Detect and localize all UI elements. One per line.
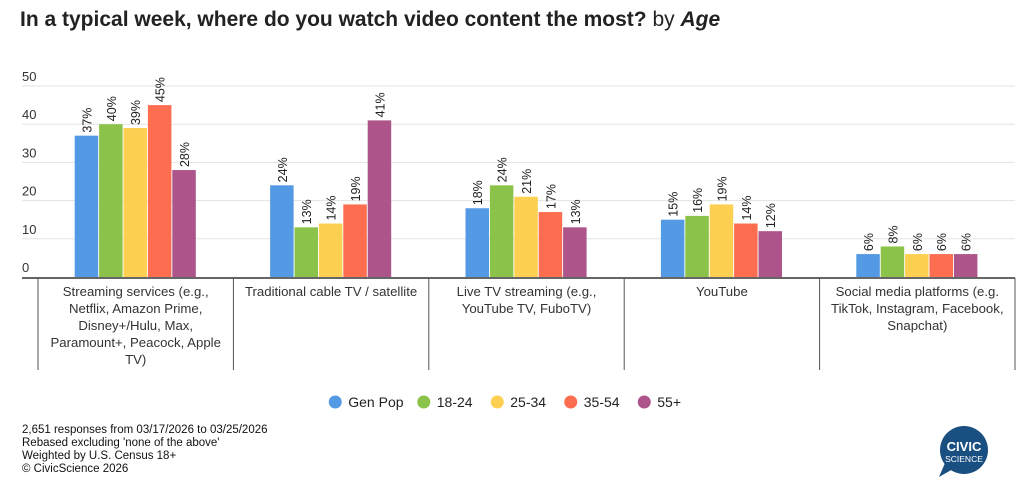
bar-25-34	[123, 128, 147, 277]
bar-35-54	[147, 105, 172, 277]
legend-label: 25-34	[510, 394, 546, 410]
logo-line2: SCIENCE	[945, 454, 983, 464]
footer-line: Weighted by U.S. Census 18+	[22, 450, 177, 462]
data-label: 28%	[178, 142, 192, 167]
bar-18-24	[294, 227, 318, 277]
y-tick-label: 30	[22, 145, 36, 160]
legend-marker	[328, 395, 342, 409]
footer-line: Rebased excluding 'none of the above'	[22, 437, 220, 449]
bar-gen-pop	[660, 219, 685, 277]
data-label: 6%	[960, 233, 974, 251]
data-label: 8%	[886, 225, 900, 243]
bar-gen-pop	[74, 135, 99, 277]
bar-18-24	[489, 185, 514, 277]
x-category-label: Snapchat)	[887, 318, 947, 333]
bar-55-	[367, 120, 392, 277]
bar-55-	[758, 231, 782, 277]
bar-25-34	[905, 254, 929, 277]
bar-gen-pop	[465, 208, 489, 277]
footer-line: 2,651 responses from 03/17/2026 to 03/25…	[22, 424, 268, 436]
x-category-label: Traditional cable TV / satellite	[245, 284, 417, 299]
title-main: In a typical week, where do you watch vi…	[20, 8, 647, 31]
bar-35-54	[734, 223, 758, 277]
bar-55-	[563, 227, 587, 277]
y-tick-label: 0	[22, 260, 29, 275]
bar-25-34	[318, 223, 343, 277]
data-label: 6%	[935, 233, 949, 251]
bar-55-	[172, 170, 196, 277]
data-label: 41%	[373, 92, 387, 117]
bar-18-24	[685, 215, 709, 277]
data-label: 24%	[496, 157, 510, 182]
bar-18-24	[99, 124, 123, 277]
title-group: Age	[680, 8, 721, 31]
data-label: 19%	[715, 176, 729, 201]
bar-18-24	[880, 246, 905, 277]
y-tick-label: 50	[22, 69, 36, 84]
legend-marker	[490, 395, 504, 409]
data-label: 24%	[276, 157, 290, 182]
bar-25-34	[709, 204, 734, 277]
x-category-label: YouTube	[696, 284, 748, 299]
x-category-label: TikTok, Instagram, Facebook,	[831, 301, 1003, 316]
footer-notes: 2,651 responses from 03/17/2026 to 03/25…	[22, 424, 268, 476]
bar-gen-pop	[270, 185, 294, 277]
legend-label: 18-24	[437, 394, 473, 410]
data-label: 6%	[862, 233, 876, 251]
data-label: 40%	[105, 96, 119, 121]
bar-gen-pop	[856, 254, 880, 277]
x-category-label: Streaming services (e.g.,	[63, 284, 209, 299]
x-category-label: Netflix, Amazon Prime,	[69, 301, 202, 316]
legend-label: 55+	[657, 394, 681, 410]
data-label: 18%	[471, 180, 485, 205]
y-tick-label: 10	[22, 222, 36, 237]
x-category-label: Disney+/Hulu, Max,	[78, 318, 193, 333]
y-tick-label: 40	[22, 107, 36, 122]
data-label: 37%	[80, 108, 94, 133]
data-label: 16%	[691, 188, 705, 213]
data-label: 12%	[764, 203, 778, 228]
data-label: 21%	[520, 169, 534, 194]
x-category-label: YouTube TV, FuboTV)	[462, 301, 592, 316]
bar-55-	[953, 254, 978, 277]
data-label: 39%	[129, 100, 143, 125]
data-label: 15%	[667, 192, 681, 217]
x-category-label: Social media platforms (e.g.	[836, 284, 999, 299]
legend-marker	[417, 395, 431, 409]
data-label: 17%	[544, 184, 558, 209]
civicscience-logo: CIVIC SCIENCE	[939, 426, 988, 477]
bar-35-54	[538, 212, 563, 277]
data-label: 13%	[300, 199, 314, 224]
legend-label: Gen Pop	[348, 394, 403, 410]
legend-marker	[637, 395, 651, 409]
data-label: 45%	[154, 77, 168, 102]
y-tick-label: 20	[22, 184, 36, 199]
data-label: 14%	[740, 195, 754, 220]
data-label: 19%	[349, 176, 363, 201]
title-by: by	[652, 8, 675, 31]
legend-marker	[564, 395, 578, 409]
data-label: 6%	[911, 233, 925, 251]
bar-35-54	[343, 204, 367, 277]
x-category-label: TV)	[125, 352, 146, 367]
chart-title: In a typical week, where do you watch vi…	[20, 8, 720, 32]
x-category-label: Paramount+, Peacock, Apple	[50, 335, 220, 350]
bar-35-54	[929, 254, 953, 277]
data-label: 13%	[569, 199, 583, 224]
x-category-label: Live TV streaming (e.g.,	[457, 284, 597, 299]
footer-line: © CivicScience 2026	[22, 463, 129, 475]
logo-line1: CIVIC	[947, 439, 982, 454]
data-label: 14%	[325, 195, 339, 220]
legend-label: 35-54	[584, 394, 620, 410]
bar-25-34	[514, 196, 538, 277]
